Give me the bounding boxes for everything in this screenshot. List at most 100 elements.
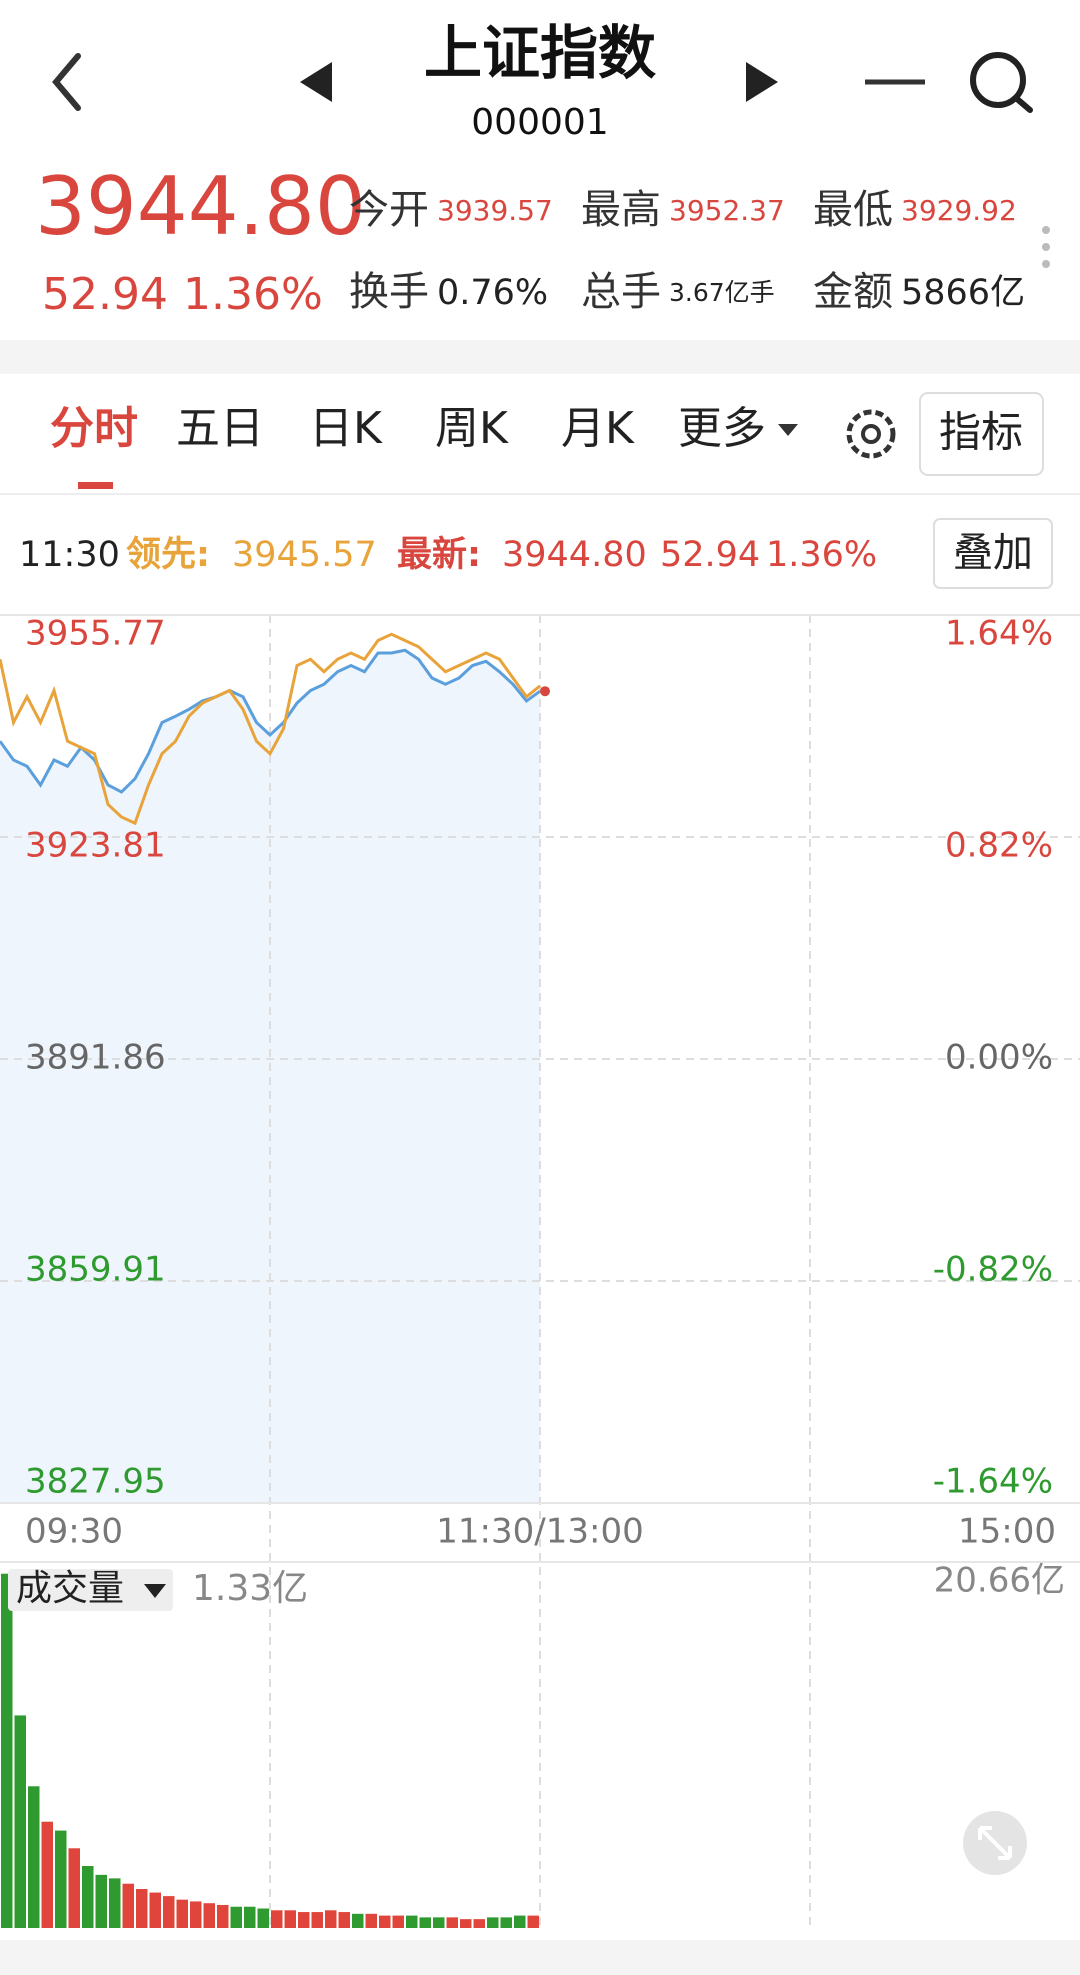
volume-bar: [244, 1906, 256, 1928]
search-button[interactable]: [970, 52, 1033, 113]
volume-arrow: [144, 1584, 166, 1598]
search-handle: [1013, 95, 1033, 113]
y2-tick-label: 1.64%: [945, 614, 1053, 654]
y-tick-label: 3923.81: [25, 826, 166, 866]
volume-bar: [1, 1573, 13, 1928]
line-series: [0, 648, 541, 794]
volume-bar: [149, 1892, 161, 1928]
change: 52.94: [42, 269, 168, 320]
volume-bar: [109, 1878, 121, 1928]
latest-value: 3944.80: [502, 535, 647, 575]
dot: [1042, 226, 1050, 234]
tabs: 分时 五日 日K 周K 月K 更多: [50, 403, 766, 454]
volume-bar: [55, 1830, 67, 1928]
volume-bar: [41, 1821, 53, 1928]
stock-code: 000001: [471, 102, 608, 143]
last-point: [540, 686, 550, 697]
indicator-label: 指标: [939, 408, 1023, 457]
next-button[interactable]: [746, 62, 778, 102]
y-tick-label: 3891.86: [25, 1038, 166, 1078]
overlay-label: 叠加: [953, 530, 1033, 576]
prev-button[interactable]: [300, 62, 332, 102]
expand-button[interactable]: [963, 1811, 1027, 1875]
tab[interactable]: 更多: [678, 403, 766, 454]
expand-icon: [978, 1826, 1012, 1860]
volume-bar: [68, 1848, 80, 1928]
latest-change: 52.94: [660, 535, 760, 575]
dot: [1042, 260, 1050, 268]
volume-bar: [230, 1906, 242, 1928]
stat-value: 3.67亿手: [669, 278, 775, 307]
volume-bar: [136, 1889, 148, 1928]
gear-inner: [861, 424, 881, 444]
stat-label: 总手: [581, 269, 661, 315]
line-series: [0, 632, 541, 826]
y2-tick-label: 0.82%: [945, 826, 1053, 866]
stat-value: 0.76%: [437, 273, 548, 313]
change-pct: 1.36%: [183, 269, 323, 320]
volume-bar: [95, 1874, 107, 1928]
more-dots[interactable]: [1042, 226, 1050, 268]
stat-label: 金额: [813, 269, 893, 315]
volume-bar: [163, 1896, 175, 1928]
volume-bar: [473, 1919, 485, 1928]
volume-bar: [352, 1913, 364, 1928]
volume-chart: 20.66亿: [0, 1561, 1080, 1928]
separator-band: [0, 340, 1080, 374]
stat-label: 今开: [349, 187, 429, 233]
volume-bar: [406, 1915, 418, 1928]
stat-label: 最低: [813, 187, 893, 233]
active-tab-indicator: [78, 482, 113, 489]
volume-bar: [82, 1865, 94, 1928]
volume-selector[interactable]: [8, 1569, 173, 1611]
bottom-band: [0, 1940, 1080, 1975]
price: 3944.80: [35, 160, 366, 253]
volume-bar: [487, 1917, 499, 1928]
y2-tick-label: 0.00%: [945, 1038, 1053, 1078]
y-tick-label: 3827.95: [25, 1462, 166, 1502]
settings-button[interactable]: [846, 409, 896, 459]
price-chart: 3827.95 3859.91 3891.86 3923.81 3955.77 -1.64…: [0, 614, 1080, 1928]
indicator-button[interactable]: [919, 392, 1044, 476]
volume-bar: [392, 1915, 404, 1928]
stat-value: 3952.37: [669, 194, 785, 227]
x-tick-label: 15:00: [958, 1512, 1056, 1552]
info-time: 11:30: [19, 535, 120, 575]
latest-label: 最新:: [397, 535, 481, 575]
latest-pct: 1.36%: [766, 535, 877, 575]
volume-bar: [311, 1912, 323, 1928]
lead-label: 领先:: [126, 535, 210, 575]
volume-bar: [190, 1901, 202, 1928]
volume-bar: [284, 1910, 296, 1928]
stat-label: 最高: [581, 187, 661, 233]
tab[interactable]: 周K: [435, 403, 509, 454]
volume-bar: [365, 1913, 377, 1928]
search-icon: [970, 52, 1026, 108]
volume-bar: [28, 1786, 40, 1928]
volume-bar: [14, 1715, 26, 1928]
stat-label: 换手: [349, 269, 429, 315]
tab[interactable]: 日K: [309, 403, 383, 454]
stat-value: 3929.92: [901, 194, 1017, 227]
volume-bar: [433, 1917, 445, 1928]
tab[interactable]: 月K: [561, 403, 635, 454]
back-button[interactable]: [52, 53, 81, 111]
volume-bar: [298, 1912, 310, 1928]
volume-tick-label: 20.66亿: [934, 1561, 1065, 1601]
stats: 今开 3939.57 最高 3952.37 最低 3929.92 换手 0.76% 总手 3.67…: [349, 187, 1025, 315]
stat-value: 3939.57: [437, 194, 553, 227]
tab[interactable]: 五日: [176, 403, 264, 454]
x-tick-label: 09:30: [25, 1512, 123, 1552]
volume-bar: [460, 1919, 472, 1928]
gear-outer: [846, 409, 896, 459]
volume-bar: [122, 1883, 134, 1928]
more-arrow: [778, 424, 798, 436]
tab[interactable]: 分时: [50, 403, 138, 454]
lead-value: 3945.57: [232, 535, 377, 575]
volume-bar: [419, 1917, 431, 1928]
volume-bar: [325, 1910, 337, 1928]
stat-value: 5866亿: [901, 273, 1025, 313]
dot: [1042, 243, 1050, 251]
overlay-button[interactable]: [933, 518, 1053, 589]
